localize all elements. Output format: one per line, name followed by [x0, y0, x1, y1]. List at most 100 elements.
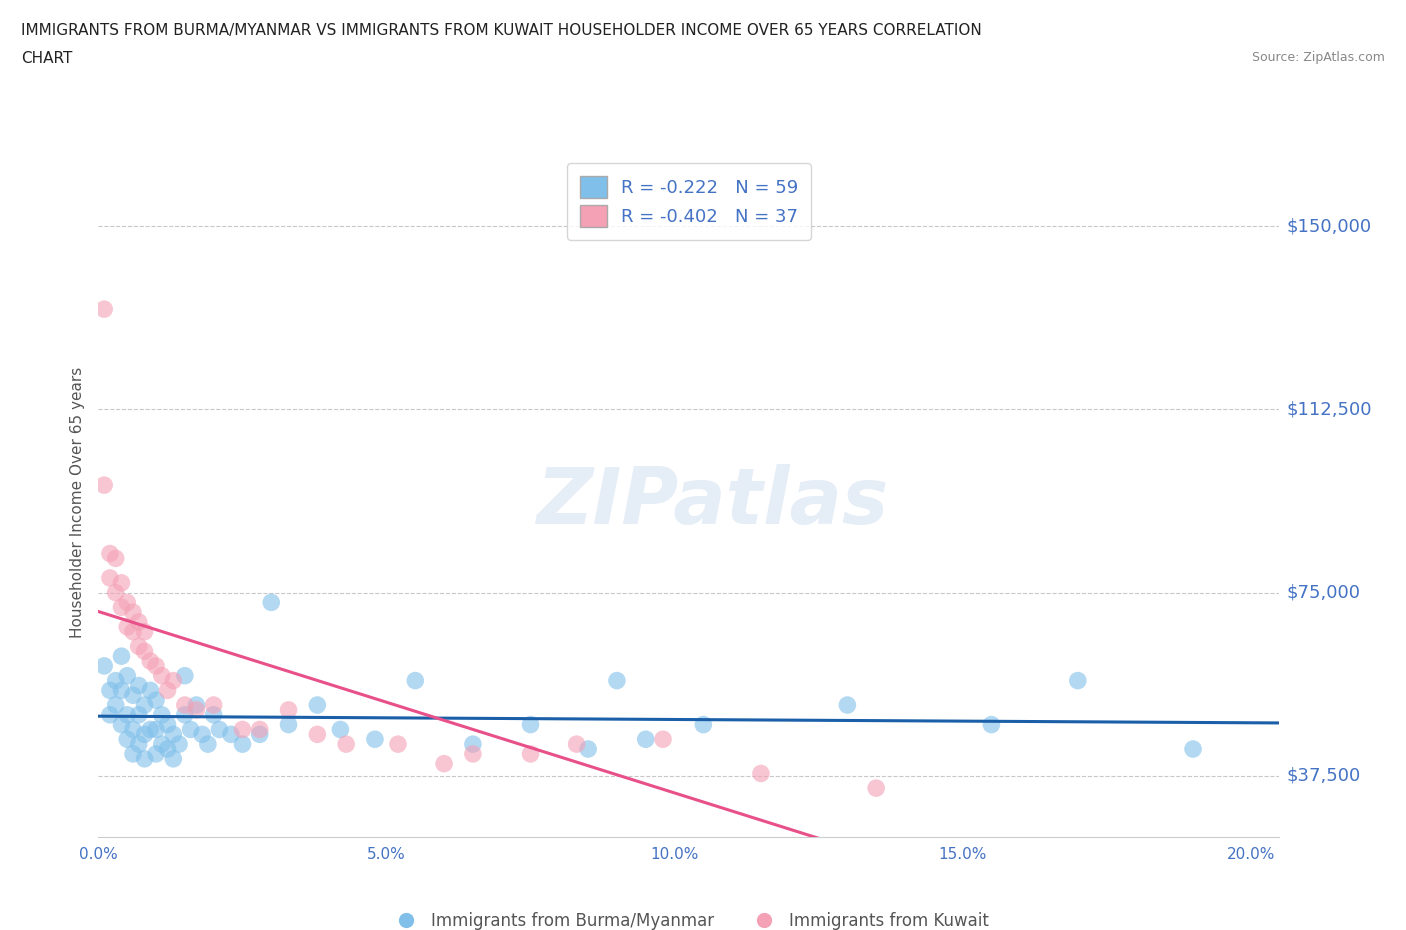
- Point: [162, 727, 184, 742]
- Point: [231, 722, 253, 737]
- Point: [249, 722, 271, 737]
- Point: [202, 708, 225, 723]
- Point: [364, 732, 387, 747]
- Point: [173, 708, 195, 723]
- Point: [128, 708, 150, 723]
- Point: [115, 708, 138, 723]
- Point: [167, 737, 190, 751]
- Point: [145, 693, 167, 708]
- Point: [145, 658, 167, 673]
- Point: [139, 654, 162, 669]
- Point: [186, 698, 208, 712]
- Point: [150, 737, 173, 751]
- Text: ZIPatlas: ZIPatlas: [537, 464, 889, 540]
- Point: [104, 585, 127, 600]
- Point: [162, 751, 184, 766]
- Point: [93, 658, 115, 673]
- Point: [134, 644, 156, 658]
- Point: [433, 756, 456, 771]
- Point: [128, 737, 150, 751]
- Point: [98, 683, 121, 698]
- Point: [980, 717, 1002, 732]
- Point: [145, 722, 167, 737]
- Point: [565, 737, 588, 751]
- Point: [128, 615, 150, 630]
- Point: [519, 717, 541, 732]
- Point: [98, 708, 121, 723]
- Point: [150, 708, 173, 723]
- Point: [110, 683, 132, 698]
- Text: Source: ZipAtlas.com: Source: ZipAtlas.com: [1251, 51, 1385, 64]
- Point: [145, 747, 167, 762]
- Point: [404, 673, 426, 688]
- Point: [150, 669, 173, 684]
- Point: [249, 727, 271, 742]
- Point: [104, 551, 127, 565]
- Point: [139, 683, 162, 698]
- Point: [128, 639, 150, 654]
- Point: [128, 678, 150, 693]
- Text: $37,500: $37,500: [1286, 767, 1361, 785]
- Point: [387, 737, 409, 751]
- Point: [260, 595, 283, 610]
- Point: [180, 722, 202, 737]
- Point: [1067, 673, 1090, 688]
- Point: [277, 702, 299, 717]
- Point: [98, 570, 121, 585]
- Point: [122, 688, 145, 703]
- Point: [461, 737, 484, 751]
- Point: [104, 698, 127, 712]
- Point: [197, 737, 219, 751]
- Point: [162, 673, 184, 688]
- Point: [115, 595, 138, 610]
- Point: [652, 732, 675, 747]
- Point: [335, 737, 357, 751]
- Point: [606, 673, 628, 688]
- Point: [122, 604, 145, 619]
- Point: [93, 301, 115, 316]
- Point: [110, 576, 132, 591]
- Point: [208, 722, 231, 737]
- Point: [837, 698, 859, 712]
- Point: [173, 669, 195, 684]
- Point: [461, 747, 484, 762]
- Point: [156, 741, 179, 756]
- Point: [692, 717, 714, 732]
- Point: [110, 649, 132, 664]
- Point: [122, 624, 145, 639]
- Point: [134, 624, 156, 639]
- Point: [134, 727, 156, 742]
- Point: [134, 751, 156, 766]
- Point: [865, 780, 887, 795]
- Point: [231, 737, 253, 751]
- Text: $112,500: $112,500: [1286, 400, 1372, 418]
- Point: [576, 741, 599, 756]
- Point: [1182, 741, 1205, 756]
- Point: [186, 702, 208, 717]
- Point: [173, 698, 195, 712]
- Point: [202, 698, 225, 712]
- Point: [98, 546, 121, 561]
- Legend: Immigrants from Burma/Myanmar, Immigrants from Kuwait: Immigrants from Burma/Myanmar, Immigrant…: [382, 906, 995, 930]
- Point: [329, 722, 352, 737]
- Point: [134, 698, 156, 712]
- Point: [307, 727, 329, 742]
- Point: [277, 717, 299, 732]
- Point: [219, 727, 242, 742]
- Point: [156, 683, 179, 698]
- Point: [191, 727, 214, 742]
- Text: IMMIGRANTS FROM BURMA/MYANMAR VS IMMIGRANTS FROM KUWAIT HOUSEHOLDER INCOME OVER : IMMIGRANTS FROM BURMA/MYANMAR VS IMMIGRA…: [21, 23, 981, 38]
- Point: [519, 747, 541, 762]
- Point: [156, 717, 179, 732]
- Point: [122, 747, 145, 762]
- Point: [104, 673, 127, 688]
- Point: [307, 698, 329, 712]
- Point: [115, 732, 138, 747]
- Text: $150,000: $150,000: [1286, 217, 1372, 235]
- Point: [110, 717, 132, 732]
- Point: [122, 722, 145, 737]
- Y-axis label: Householder Income Over 65 years: Householder Income Over 65 years: [69, 366, 84, 638]
- Point: [93, 478, 115, 493]
- Point: [749, 766, 772, 781]
- Point: [110, 600, 132, 615]
